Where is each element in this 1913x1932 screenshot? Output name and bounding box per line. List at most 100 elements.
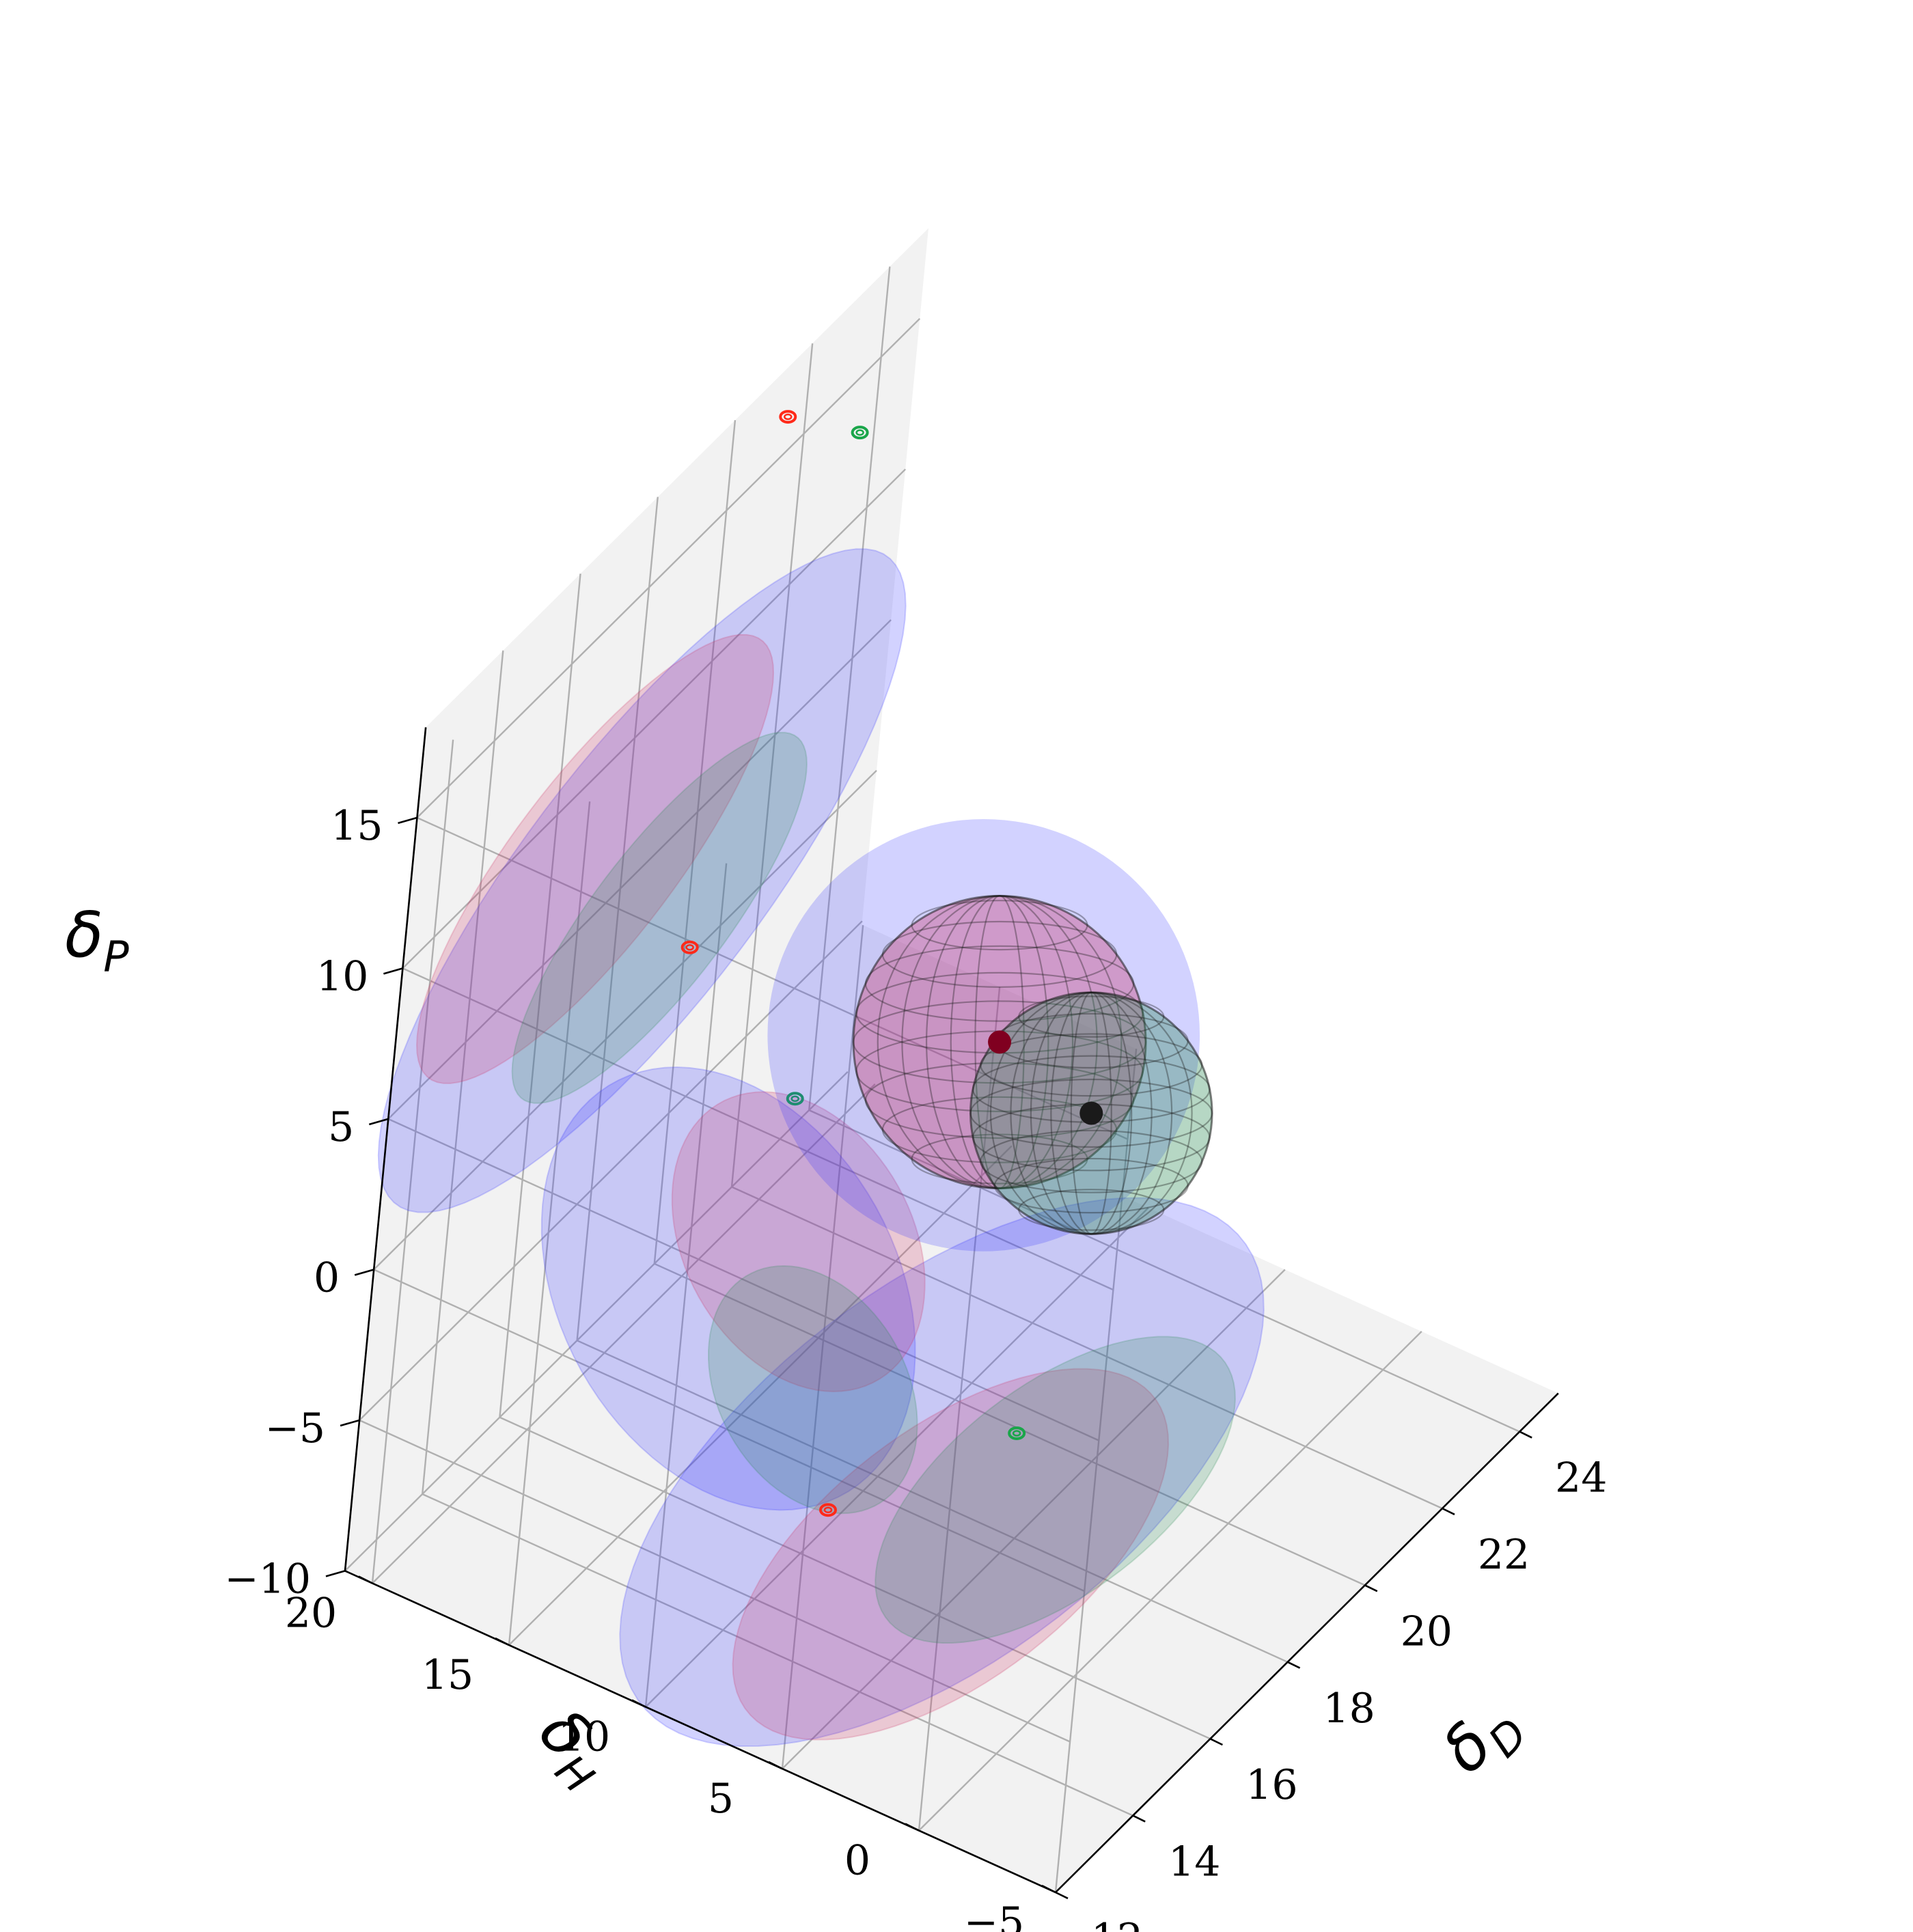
- gridline-y: [918, 1331, 1422, 1832]
- projection-marker: [685, 943, 694, 951]
- x-tick-label: 20: [1401, 1607, 1453, 1655]
- right-wall-shadow: [415, 633, 775, 1084]
- axis-lines: [344, 727, 1559, 1894]
- z-tick: [398, 816, 417, 825]
- sphere: [767, 818, 1200, 1252]
- projection-shadows: [377, 410, 1265, 1748]
- right-wall-shadow: [377, 548, 907, 1213]
- z-tick: [340, 1419, 360, 1427]
- z-tick-label: 10: [316, 952, 368, 1000]
- points: [988, 1030, 1103, 1125]
- projection-marker: [819, 1503, 837, 1517]
- right-wall-shadow: [511, 732, 808, 1104]
- gridline-x: [731, 1186, 1443, 1510]
- z-tick: [383, 967, 403, 975]
- gridline-z: [387, 1118, 1099, 1441]
- x-axis-line: [1055, 1392, 1559, 1893]
- gridline-y: [1054, 1049, 1138, 1893]
- gridline-x: [653, 419, 737, 1264]
- y-tick: [905, 1823, 920, 1832]
- x-tick-label: 22: [1478, 1531, 1530, 1579]
- gridline-y: [372, 1084, 876, 1584]
- gridline-y: [508, 1145, 1013, 1646]
- z-tick: [354, 1269, 374, 1276]
- left-wall-shadow: [708, 1265, 918, 1515]
- z-tick: [325, 1570, 346, 1577]
- gridline-z: [387, 619, 892, 1120]
- sphere-outline: [969, 991, 1213, 1235]
- projection-marker: [855, 429, 864, 436]
- gridline-x: [808, 1109, 1520, 1433]
- y-tick: [1041, 1884, 1056, 1894]
- projection-marker: [1012, 1430, 1021, 1437]
- y-axis-title: δH: [519, 1694, 627, 1803]
- spheres: [767, 818, 1213, 1252]
- gridline-x: [499, 573, 581, 1418]
- projection-marker: [790, 1095, 799, 1103]
- projection-marker: [851, 426, 869, 440]
- x-tick-label: 24: [1555, 1454, 1607, 1502]
- gridline-z: [402, 468, 907, 969]
- x-tick: [1055, 1891, 1069, 1899]
- y-axis-line: [344, 1570, 1056, 1894]
- gridline-y: [782, 1269, 1286, 1769]
- projection-marker: [786, 1092, 804, 1106]
- gridline-z: [359, 1419, 1071, 1743]
- gridline-y: [508, 801, 591, 1646]
- gridline-z: [402, 967, 1114, 1291]
- y-tick-label: 20: [285, 1590, 337, 1638]
- x-tick-label: 14: [1168, 1838, 1220, 1886]
- projection-marker: [680, 940, 699, 954]
- left-wall-shadow: [540, 1066, 916, 1511]
- x-axis-title: δD: [1428, 1685, 1537, 1794]
- gridline-x: [654, 1262, 1366, 1586]
- right-wall-pane: [345, 228, 928, 1571]
- projection-marker: [779, 410, 797, 424]
- gridline-x: [576, 497, 659, 1341]
- projection-marker: [1008, 1426, 1026, 1440]
- z-tick-label: −10: [224, 1555, 311, 1603]
- z-tick-label: −5: [265, 1405, 325, 1452]
- x-tick: [1132, 1814, 1146, 1823]
- sphere-outline: [852, 894, 1147, 1189]
- tick-marks: [325, 816, 1532, 1899]
- gridline-y: [371, 739, 454, 1584]
- gridline-y: [644, 863, 728, 1707]
- gridline-z: [417, 816, 1128, 1140]
- gridline-y: [918, 986, 1001, 1831]
- center-point: [988, 1030, 1012, 1054]
- x-tick: [1364, 1584, 1378, 1592]
- x-tick: [1209, 1738, 1223, 1746]
- projection-marker: [784, 413, 793, 420]
- floor-shadow: [732, 1368, 1170, 1741]
- x-tick-label: 12: [1091, 1915, 1143, 1932]
- y-tick-label: 15: [422, 1651, 473, 1699]
- y-tick: [358, 1575, 373, 1584]
- gridline-z: [344, 1071, 849, 1572]
- y-tick-label: 5: [708, 1775, 734, 1823]
- gridline-x: [422, 650, 504, 1495]
- center-point: [1079, 1101, 1103, 1125]
- gridline-x: [808, 266, 891, 1111]
- x-tick-label: 16: [1245, 1761, 1297, 1809]
- y-tick-label: 0: [844, 1837, 870, 1885]
- left-wall-shadow: [671, 1091, 926, 1392]
- z-tick-label: 0: [314, 1254, 340, 1301]
- gridline-x: [577, 1340, 1289, 1663]
- y-tick-label: 10: [558, 1713, 610, 1761]
- gridline-z: [359, 920, 863, 1421]
- gridline-y: [645, 1207, 1149, 1708]
- z-axis-title: δP: [65, 898, 129, 982]
- x-tick: [1287, 1661, 1301, 1669]
- z-tick-label: 15: [331, 802, 383, 850]
- gridline-x: [730, 343, 814, 1187]
- z-axis-line: [344, 727, 427, 1571]
- floor-shadow: [619, 1197, 1265, 1748]
- y-tick: [631, 1699, 646, 1708]
- gridline-y: [781, 925, 864, 1769]
- gridline-x: [422, 1493, 1133, 1817]
- x-tick: [1442, 1507, 1455, 1515]
- floor-shadow: [875, 1336, 1236, 1644]
- y-tick: [768, 1761, 783, 1770]
